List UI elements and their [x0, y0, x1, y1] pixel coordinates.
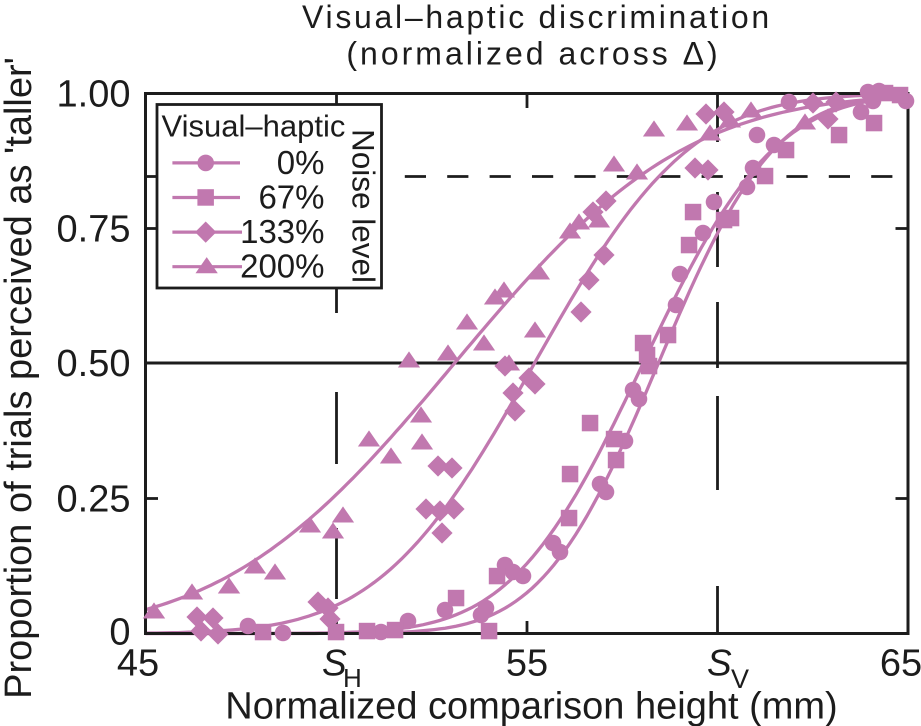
svg-text:65: 65 [880, 643, 921, 685]
svg-text:0.75: 0.75 [57, 209, 131, 251]
svg-text:V: V [731, 664, 749, 694]
svg-text:45: 45 [117, 643, 159, 685]
svg-text:67%: 67% [258, 179, 324, 216]
svg-text:(normalized across Δ): (normalized across Δ) [346, 36, 720, 72]
svg-text:Visual–haptic discrimination: Visual–haptic discrimination [302, 0, 772, 35]
svg-text:133%: 133% [240, 213, 324, 250]
svg-text:0.25: 0.25 [57, 479, 131, 521]
svg-text:H: H [343, 663, 362, 693]
svg-text:Proportion of trials perceived: Proportion of trials perceived as 'talle… [0, 57, 40, 699]
svg-text:S: S [707, 643, 732, 684]
svg-text:Noise level: Noise level [346, 129, 382, 283]
svg-text:S: S [322, 643, 347, 684]
svg-text:0: 0 [109, 612, 130, 654]
svg-text:55: 55 [506, 643, 548, 685]
svg-text:0%: 0% [277, 144, 325, 181]
svg-text:0.50: 0.50 [57, 343, 131, 385]
svg-text:1.00: 1.00 [57, 74, 131, 116]
svg-text:200%: 200% [240, 248, 324, 285]
svg-text:Visual–haptic: Visual–haptic [162, 109, 346, 144]
svg-text:Normalized comparison height (: Normalized comparison height (mm) [225, 686, 837, 726]
